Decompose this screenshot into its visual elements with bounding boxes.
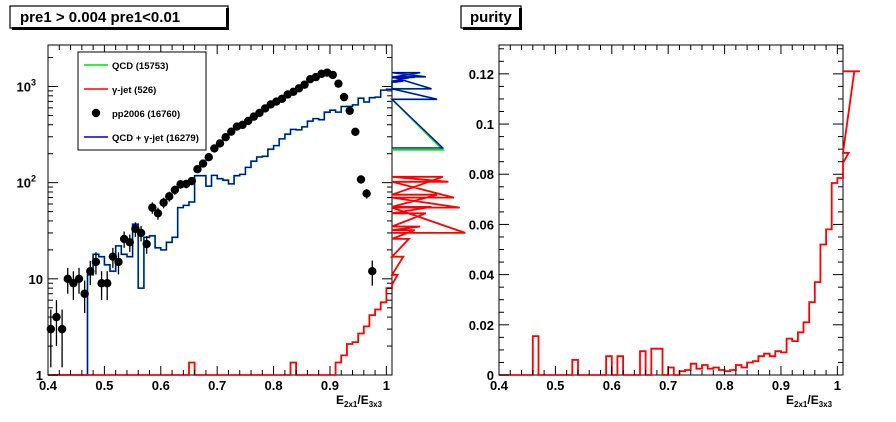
- left-x-tick-label: 1: [383, 378, 390, 393]
- data-point: [159, 198, 168, 207]
- legend-box: [77, 51, 207, 151]
- left-y-tick-label: 103: [17, 77, 36, 94]
- right-y-tick-label: 0.04: [469, 268, 495, 283]
- data-point: [108, 252, 118, 261]
- right-x-tick-label: 0.7: [659, 378, 677, 393]
- data-point: [221, 132, 230, 142]
- right-x-tick-label: 1: [834, 378, 841, 393]
- data-point: [345, 106, 354, 115]
- data-point: [198, 159, 208, 168]
- data-point: [136, 228, 146, 238]
- data-point: [187, 176, 197, 186]
- left-y-tick-label: 10: [29, 272, 43, 287]
- right-x-tick-label: 0.8: [716, 378, 734, 393]
- left-y-tick-exponent: 2: [31, 174, 36, 184]
- left-series--jet-526-: [48, 175, 466, 376]
- right-y-tick-label: 0.1: [476, 117, 494, 132]
- right-x-tick-label: 0.9: [772, 378, 790, 393]
- data-point: [57, 324, 67, 334]
- left-axes: 0.4 0.5 0.6 0.7 0.8 0.9 1 1 10 102 103: [17, 45, 392, 393]
- data-point: [91, 257, 101, 267]
- data-point: [339, 92, 349, 102]
- data-point: [80, 289, 89, 298]
- data-point: [255, 108, 264, 118]
- left-series-qcd-jet-16279-: [48, 71, 445, 376]
- left-x-tick-label: 0.7: [208, 378, 226, 393]
- left-x-axis-label: E2x1/E3x3: [336, 393, 383, 409]
- left-y-tick-label: 102: [17, 174, 36, 191]
- data-point: [328, 70, 337, 80]
- legend-entry-pp2006: pp2006 (16760): [91, 108, 180, 120]
- legend-label-pp2006: pp2006 (16760): [112, 109, 180, 120]
- left-panel: pre1 > 0.004 pre1<0.01 0.4 0.5 0.6 0.7 0.8 0.…: [9, 5, 466, 409]
- left-title: pre1 > 0.004 pre1<0.01: [20, 9, 180, 26]
- data-point: [368, 267, 377, 276]
- data-point: [148, 203, 157, 212]
- right-title-shadow-bottom: [463, 27, 522, 30]
- data-point: [362, 189, 371, 198]
- right-y-tick-label: 0.02: [469, 318, 494, 333]
- data-point: [204, 152, 213, 162]
- right-y-tick-label: 0.08: [469, 167, 494, 182]
- left-x-tick-label: 0.4: [39, 378, 58, 393]
- left-title-shadow: [226, 8, 229, 30]
- right-title-shadow: [519, 8, 522, 30]
- right-panel: purity 0.4 0.5 0.6 0.7 0.8 0.9 100.020.040.060…: [460, 5, 860, 409]
- left-y-tick-label: 1: [36, 368, 43, 383]
- legend-entry-qcd: QCD (15753): [84, 61, 169, 72]
- right-x-tick-label: 0.6: [603, 378, 621, 393]
- right-series-purity: [499, 70, 860, 376]
- data-point: [74, 274, 84, 284]
- data-point: [69, 279, 78, 288]
- legend-label-qcd: QCD (15753): [112, 61, 169, 72]
- left-title-shadow-bottom: [12, 27, 229, 30]
- data-point: [103, 279, 112, 288]
- data-point: [334, 79, 343, 88]
- data-point: [227, 127, 236, 136]
- right-plot-frame: [498, 44, 844, 376]
- data-point: [114, 257, 123, 267]
- data-point: [210, 144, 219, 153]
- right-title: purity: [470, 9, 512, 26]
- data-point: [52, 312, 61, 322]
- right-x-tick-label: 0.4: [490, 378, 509, 393]
- right-y-tick-label: 0: [487, 368, 494, 383]
- right-plot-area: [499, 70, 860, 376]
- data-point: [153, 209, 163, 218]
- data-point: [142, 239, 151, 249]
- data-point: [300, 80, 309, 89]
- right-y-tick-label: 0.06: [469, 217, 494, 232]
- right-axes: 0.4 0.5 0.6 0.7 0.8 0.9 1 0 0.02 0.04 0.06 0.08 0.1 0…: [469, 45, 843, 393]
- left-plot-area: [46, 68, 466, 376]
- right-x-tick-label: 0.5: [546, 378, 564, 393]
- data-point: [356, 175, 366, 184]
- data-point: [125, 238, 134, 247]
- left-x-tick-label: 0.8: [265, 378, 283, 393]
- data-point: [63, 274, 72, 284]
- right-x-axis-label: E2x1/E3x3: [786, 393, 833, 409]
- data-point: [193, 165, 202, 174]
- legend-label-gamma-jet: γ-jet (526): [112, 85, 156, 96]
- left-x-tick-label: 0.5: [95, 378, 113, 393]
- legend-entry-gamma-jet: γ-jet (526): [84, 85, 156, 96]
- data-point: [170, 185, 180, 195]
- legend-entry-sum: QCD + γ-jet (16279): [84, 133, 199, 144]
- left-y-tick-exponent: 3: [31, 77, 36, 87]
- legend-marker-pp2006: [91, 108, 101, 118]
- left-x-tick-label: 0.9: [321, 378, 339, 393]
- data-point: [215, 139, 225, 148]
- left-x-tick-label: 0.6: [152, 378, 170, 393]
- data-point: [351, 127, 360, 136]
- legend-label-sum: QCD + γ-jet (16279): [112, 133, 199, 144]
- data-point: [86, 267, 95, 276]
- legend: QCD (15753) γ-jet (526) pp2006 (16760) Q…: [77, 51, 207, 151]
- right-y-tick-label: 0.12: [469, 67, 494, 82]
- data-point: [165, 192, 174, 201]
